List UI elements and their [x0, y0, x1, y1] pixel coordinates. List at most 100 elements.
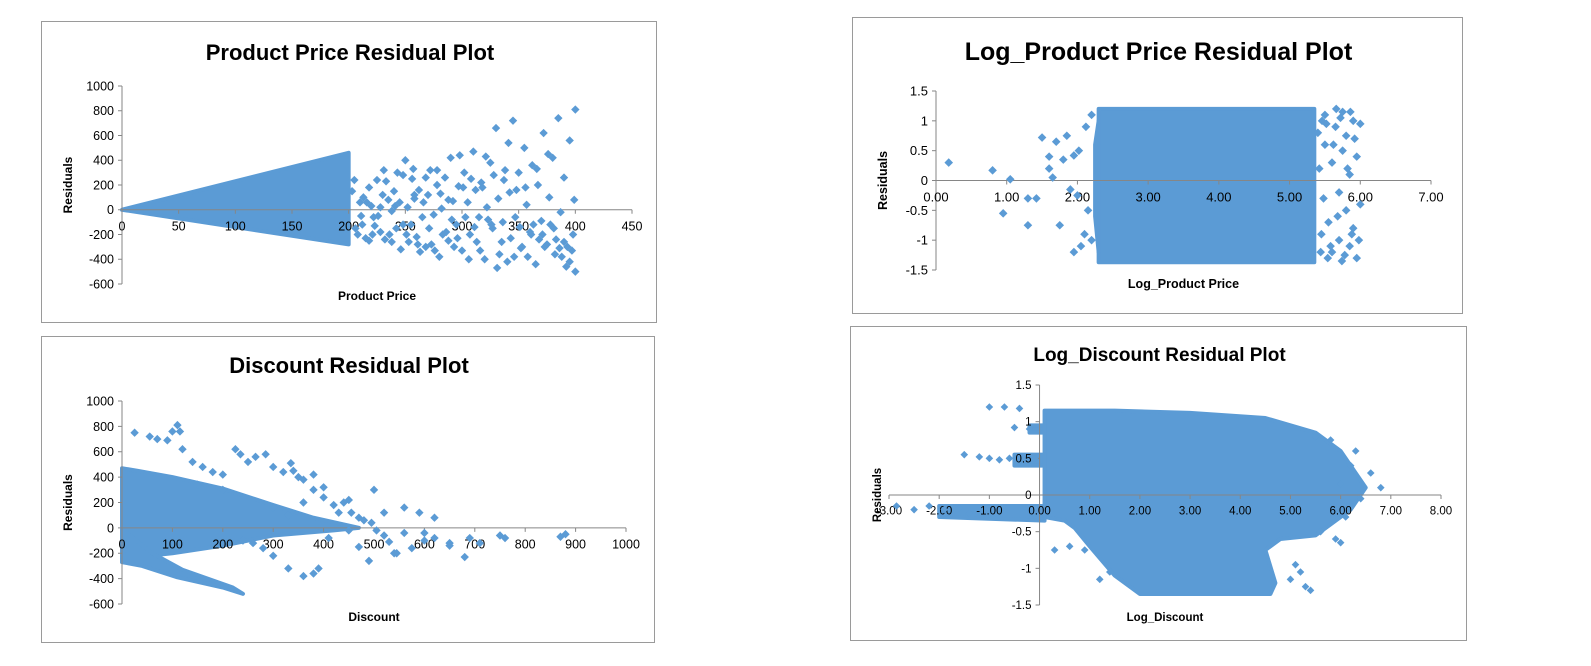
data-point	[487, 220, 496, 229]
data-point	[514, 168, 523, 177]
data-point	[153, 434, 162, 444]
dense-point-cloud	[937, 504, 1047, 523]
data-point	[551, 235, 561, 244]
data-point	[537, 216, 546, 226]
x-axis-label: Product Price	[338, 289, 416, 303]
data-point	[489, 170, 498, 180]
data-point	[299, 475, 308, 484]
y-tick-label: 0	[921, 173, 928, 188]
data-point	[385, 230, 394, 239]
data-point	[398, 220, 408, 229]
data-point	[314, 564, 323, 573]
data-point	[356, 211, 366, 221]
data-point	[1073, 191, 1082, 200]
x-tick-label: 200	[212, 537, 233, 551]
data-point	[436, 189, 445, 198]
data-point	[892, 502, 901, 510]
data-point	[1023, 220, 1033, 230]
x-tick-label: 5.00	[1279, 506, 1301, 518]
data-point	[1316, 247, 1325, 257]
chart-svg-c4: Log_Discount Residual Plot -1.5 -1 -0.5 0 0.5…	[872, 345, 1452, 624]
y-tick-label: 1000	[86, 79, 114, 93]
data-point	[1346, 107, 1355, 117]
data-point	[407, 174, 417, 184]
data-point	[1336, 538, 1345, 547]
data-point	[1366, 469, 1375, 477]
data-point	[376, 227, 385, 237]
data-point	[1334, 235, 1344, 245]
data-point	[1023, 194, 1033, 203]
data-point	[269, 551, 278, 560]
x-tick-label: 1.00	[994, 190, 1019, 205]
data-point	[208, 467, 217, 477]
dense-point-cloud	[1042, 408, 1368, 596]
data-point	[457, 246, 467, 255]
x-tick-label: 300	[263, 537, 284, 551]
data-point	[344, 495, 353, 505]
data-point	[452, 220, 461, 229]
data-point	[193, 480, 202, 489]
data-point	[559, 237, 569, 247]
data-point	[474, 212, 484, 222]
data-point	[546, 220, 555, 229]
data-point	[985, 403, 994, 411]
data-point	[284, 510, 293, 520]
chart-discount-residual: Discount Residual Plot -600 -400 -200 0 200 40…	[41, 336, 655, 643]
data-point	[347, 508, 356, 517]
y-tick-label: 1.5	[1016, 380, 1032, 392]
data-point	[1015, 404, 1024, 413]
data-point	[440, 173, 450, 182]
x-tick-label: 5.00	[1277, 190, 1302, 205]
data-point	[1329, 140, 1338, 149]
data-point	[1311, 432, 1320, 441]
data-point	[299, 571, 308, 581]
x-tick-label: 100	[162, 537, 183, 551]
data-point	[455, 151, 464, 160]
data-point	[1317, 116, 1327, 126]
data-point	[1355, 119, 1365, 129]
data-point	[1058, 155, 1068, 164]
data-point	[523, 252, 532, 261]
chart-title: Log_Discount Residual Plot	[1033, 345, 1286, 366]
data-point	[435, 252, 444, 261]
data-point	[420, 528, 429, 538]
data-point	[309, 485, 318, 495]
data-point	[1336, 113, 1345, 123]
data-point	[218, 485, 227, 495]
dense-point-cloud	[120, 150, 351, 247]
data-point	[1296, 568, 1305, 576]
data-point	[364, 183, 374, 192]
data-point	[1334, 188, 1344, 197]
data-point	[503, 257, 512, 266]
chart-svg-c1: Product Price Residual Plot -600 -400 -200 0…	[61, 40, 642, 303]
y-tick-label: -1.5	[906, 263, 928, 278]
data-point	[188, 457, 197, 467]
x-tick-label: 900	[565, 537, 586, 551]
data-point	[309, 569, 318, 578]
data-point	[378, 190, 387, 200]
data-point	[1350, 134, 1359, 144]
data-point	[568, 230, 578, 239]
data-point	[384, 195, 393, 205]
data-point	[1080, 546, 1089, 554]
data-point	[379, 165, 388, 175]
data-point	[389, 186, 399, 196]
y-tick-label: 600	[93, 129, 114, 143]
y-axis-label: Residuals	[872, 468, 884, 522]
data-point	[453, 234, 462, 243]
x-tick-label: 800	[515, 537, 536, 551]
data-point	[364, 556, 374, 566]
data-point	[1326, 241, 1335, 251]
y-tick-label: 1000	[86, 394, 114, 408]
data-point	[444, 236, 453, 245]
y-tick-label: -1	[1021, 563, 1031, 575]
data-point	[1069, 151, 1079, 160]
x-tick-label: 1.00	[1079, 506, 1101, 518]
data-point	[1327, 247, 1337, 257]
x-axis-label: Discount	[348, 610, 399, 624]
data-point	[571, 267, 580, 276]
data-point	[354, 542, 364, 552]
data-point	[429, 210, 438, 219]
data-point	[1087, 110, 1096, 120]
data-point	[463, 198, 472, 207]
